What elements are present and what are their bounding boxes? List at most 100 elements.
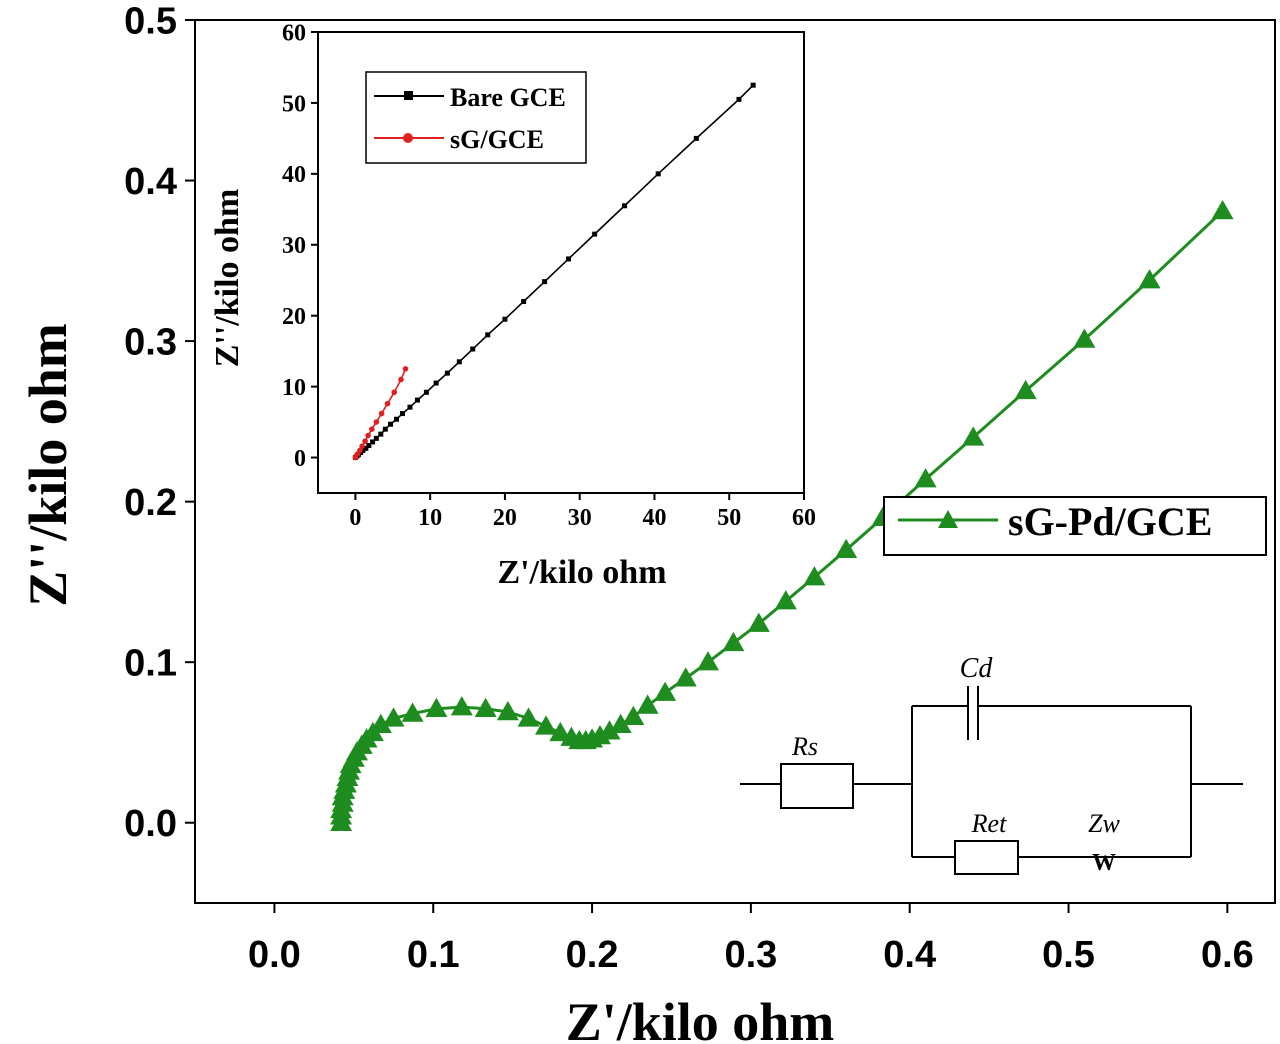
inset-y-tick-label: 50 bbox=[282, 91, 306, 117]
inset-data-point-bare-gce bbox=[366, 442, 372, 448]
main-data-point-sg-pd-gce bbox=[622, 705, 645, 726]
main-x-tick-label: 0.6 bbox=[1201, 934, 1254, 976]
main-data-point-sg-pd-gce bbox=[549, 721, 572, 742]
inset-data-point-sg-gce bbox=[369, 426, 375, 432]
inset-data-point-bare-gce bbox=[565, 256, 571, 262]
inset-data-point-bare-gce bbox=[373, 435, 379, 441]
inset-data-point-bare-gce bbox=[456, 359, 462, 365]
inset-data-point-bare-gce bbox=[414, 397, 420, 403]
inset-x-tick-label: 60 bbox=[792, 505, 816, 531]
inset-data-point-sg-gce bbox=[378, 410, 385, 417]
inset-x-tick-label: 50 bbox=[717, 505, 741, 531]
inset-data-point-bare-gce bbox=[363, 445, 369, 451]
circuit-label-w: W bbox=[1092, 850, 1116, 876]
main-data-point-sg-pd-gce bbox=[636, 694, 659, 714]
inset-y-tick-label: 10 bbox=[282, 375, 306, 401]
inset-data-point-sg-gce bbox=[365, 432, 371, 439]
inset-data-point-bare-gce bbox=[407, 404, 413, 410]
inset-data-point-bare-gce bbox=[444, 370, 450, 376]
inset-y-tick-label: 0 bbox=[294, 446, 306, 472]
inset-data-point-bare-gce bbox=[502, 316, 508, 322]
main-y-axis-label: Z''/kilo ohm bbox=[18, 323, 78, 607]
inset-data-point-bare-gce bbox=[622, 203, 628, 209]
main-data-point-sg-pd-gce bbox=[914, 468, 937, 488]
inset-data-point-bare-gce bbox=[655, 171, 661, 177]
main-x-tick-label: 0.4 bbox=[883, 934, 936, 976]
inset-y-tick-label: 30 bbox=[282, 233, 306, 259]
main-data-point-sg-pd-gce bbox=[425, 697, 448, 717]
main-y-tick-label: 0.4 bbox=[124, 161, 177, 203]
inset-data-point-bare-gce bbox=[382, 426, 388, 432]
inset-data-point-sg-gce bbox=[357, 447, 363, 454]
main-data-point-sg-pd-gce bbox=[369, 713, 392, 734]
main-data-point-sg-pd-gce bbox=[962, 426, 985, 446]
inset-y-tick-label: 40 bbox=[282, 162, 306, 188]
inset-data-point-bare-gce bbox=[433, 380, 439, 386]
main-x-axis-label: Z'/kilo ohm bbox=[566, 992, 835, 1044]
circuit-label-rs: Rs bbox=[791, 732, 818, 761]
main-data-point-sg-pd-gce bbox=[722, 631, 745, 652]
main-data-point-sg-pd-gce bbox=[674, 667, 697, 687]
inset-data-point-bare-gce bbox=[470, 346, 476, 352]
main-data-point-sg-pd-gce bbox=[382, 707, 405, 727]
main-data-point-sg-pd-gce bbox=[697, 651, 719, 671]
inset-y-tick-label: 60 bbox=[282, 20, 306, 46]
inset-data-point-bare-gce bbox=[736, 96, 742, 102]
inset-data-point-sg-gce bbox=[398, 376, 404, 383]
main-x-tick-label: 0.2 bbox=[566, 934, 619, 976]
legend-label-sg-pd-gce: sG-Pd/GCE bbox=[1008, 499, 1212, 544]
inset-x-axis-label: Z'/kilo ohm bbox=[497, 554, 666, 591]
main-data-point-sg-pd-gce bbox=[474, 697, 497, 717]
main-x-tick-label: 0.3 bbox=[724, 934, 777, 976]
main-data-point-sg-pd-gce bbox=[747, 612, 770, 632]
legend-marker-circle bbox=[403, 133, 413, 143]
main-y-tick-label: 0.5 bbox=[124, 0, 177, 42]
main-plot-area bbox=[194, 19, 1276, 904]
inset-data-point-bare-gce bbox=[370, 439, 376, 445]
circuit-resistor-rs bbox=[780, 763, 854, 809]
main-data-point-sg-pd-gce bbox=[1138, 269, 1161, 289]
main-y-tick-label: 0.0 bbox=[124, 803, 177, 845]
main-data-point-sg-pd-gce bbox=[1073, 328, 1096, 348]
inset-data-point-bare-gce bbox=[423, 389, 429, 395]
inset-y-axis-label: Z''/kilo ohm bbox=[209, 189, 246, 368]
circuit-resistor-ret bbox=[954, 840, 1019, 875]
main-data-point-sg-pd-gce bbox=[598, 720, 621, 740]
circuit-label-zw: Zw bbox=[1088, 809, 1120, 838]
main-legend: sG-Pd/GCE bbox=[883, 496, 1267, 556]
inset-legend: Bare GCE sG/GCE bbox=[365, 71, 587, 164]
inset-y-tick-label: 20 bbox=[282, 304, 306, 330]
inset-x-tick-label: 30 bbox=[568, 505, 592, 531]
inset-x-tick-label: 20 bbox=[493, 505, 517, 531]
main-y-tick-label: 0.3 bbox=[124, 321, 177, 363]
inset-data-point-sg-gce bbox=[402, 366, 409, 372]
inset-data-point-bare-gce bbox=[693, 135, 699, 141]
inset-data-point-sg-gce bbox=[373, 419, 380, 425]
legend-marker-square bbox=[404, 91, 413, 100]
main-data-point-sg-pd-gce bbox=[535, 715, 557, 735]
inset-data-point-bare-gce bbox=[750, 82, 756, 88]
main-data-point-sg-pd-gce bbox=[1211, 200, 1234, 220]
inset-data-point-sg-gce bbox=[391, 389, 398, 396]
main-x-tick-label: 0.5 bbox=[1042, 934, 1095, 976]
main-data-point-sg-pd-gce bbox=[835, 538, 858, 559]
inset-data-point-bare-gce bbox=[360, 447, 366, 453]
main-y-tick-label: 0.2 bbox=[124, 482, 177, 524]
circuit-label-cd: Cd bbox=[960, 653, 994, 684]
main-data-point-sg-pd-gce bbox=[401, 702, 424, 722]
inset-data-point-sg-gce bbox=[359, 443, 365, 449]
main-x-tick-label: 0.1 bbox=[407, 934, 460, 976]
circuit-label-ret: Ret bbox=[971, 809, 1007, 838]
inset-x-tick-label: 0 bbox=[349, 505, 361, 531]
main-data-point-sg-pd-gce bbox=[774, 590, 797, 610]
main-data-point-sg-pd-gce bbox=[1014, 379, 1037, 400]
inset-data-point-bare-gce bbox=[485, 332, 491, 338]
equivalent-circuit bbox=[740, 686, 1243, 875]
legend-label-bare-gce: Bare GCE bbox=[450, 83, 566, 112]
inset-data-point-bare-gce bbox=[394, 416, 400, 422]
main-y-tick-label: 0.1 bbox=[124, 642, 177, 684]
inset-x-tick-label: 40 bbox=[642, 505, 666, 531]
inset-data-point-sg-gce bbox=[362, 438, 368, 445]
main-data-point-sg-pd-gce bbox=[517, 707, 540, 727]
